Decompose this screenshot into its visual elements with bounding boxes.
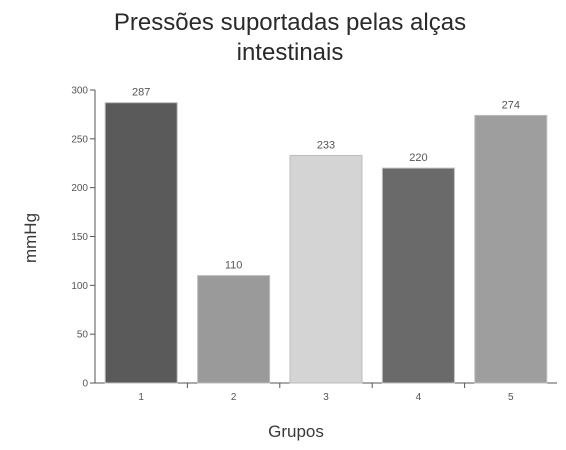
data-label-4: 220 xyxy=(409,152,427,164)
x-tick-label-4: 4 xyxy=(416,392,422,403)
bar-4 xyxy=(381,167,455,384)
x-axis-label: Grupos xyxy=(268,422,324,441)
y-tick-label: 50 xyxy=(77,330,89,341)
x-tick-label-1: 1 xyxy=(138,392,144,403)
data-label-1: 287 xyxy=(132,87,150,99)
data-label-3: 233 xyxy=(317,139,335,151)
bar-2 xyxy=(197,275,271,384)
data-label-5: 274 xyxy=(502,99,520,111)
bar-3 xyxy=(289,154,363,384)
bar-1 xyxy=(104,102,178,384)
data-label-2: 110 xyxy=(225,260,243,272)
y-tick-label: 100 xyxy=(71,281,88,292)
bars-group xyxy=(104,102,548,384)
x-tick-label-5: 5 xyxy=(508,392,514,403)
y-tick-label: 150 xyxy=(71,232,88,243)
x-tick-label-3: 3 xyxy=(323,392,329,403)
x-tick-label-2: 2 xyxy=(231,392,237,403)
bar-5 xyxy=(474,114,548,384)
chart-title-line-1: Pressões suportadas pelas alças xyxy=(114,9,466,36)
y-tick-label: 200 xyxy=(71,183,88,194)
x-ticks-group: 1 2 3 4 5 xyxy=(138,383,514,403)
y-axis-label: mmHg xyxy=(21,213,40,263)
data-labels-group: 287 110 233 220 274 xyxy=(132,87,520,272)
y-tick-label: 250 xyxy=(71,134,88,145)
y-tick-label: 0 xyxy=(82,379,88,390)
y-tick-label: 300 xyxy=(71,86,88,97)
y-ticks-group: 0 50 100 150 200 250 300 xyxy=(71,86,95,390)
chart-title-line-2: intestinais xyxy=(237,39,344,66)
